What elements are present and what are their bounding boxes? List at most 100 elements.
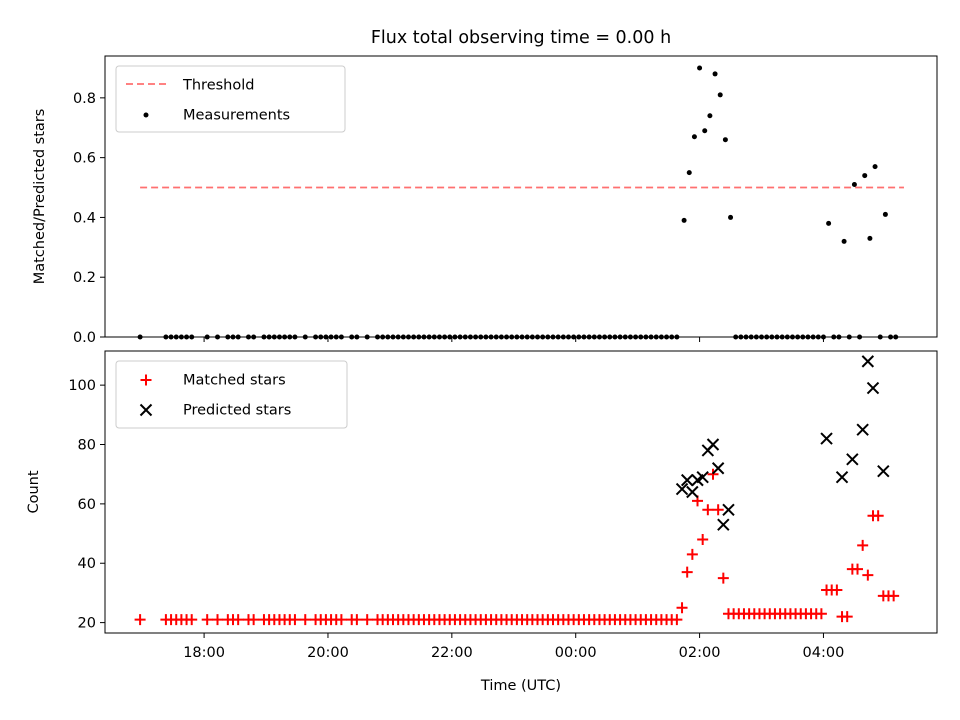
matched-star-point xyxy=(872,510,884,522)
predicted-star-point xyxy=(686,485,699,499)
legend-threshold-label: Threshold xyxy=(182,78,254,94)
measurement-point xyxy=(728,214,734,220)
matched-star-point xyxy=(862,569,874,581)
x-tick-label: 04:00 xyxy=(803,645,845,661)
matched-star-point xyxy=(351,614,363,626)
bottom-y-tick-label: 20 xyxy=(78,616,96,632)
matched-star-point xyxy=(201,614,213,626)
measurement-point xyxy=(712,71,718,77)
matched-star-point xyxy=(676,602,688,614)
predicted-star-point xyxy=(846,453,859,466)
top-legend-box xyxy=(115,65,346,133)
legend-measurements-label: Measurements xyxy=(183,108,290,124)
matched-star-point xyxy=(831,584,843,596)
matched-star-point xyxy=(671,614,683,626)
legend-predicted-swatch xyxy=(139,403,153,417)
top-y-tick-label: 0.0 xyxy=(73,330,96,346)
matched-star-point xyxy=(299,614,311,626)
legend-predicted-marker xyxy=(139,403,153,417)
legend-measurement-swatch xyxy=(143,112,149,118)
matched-star-point xyxy=(289,614,301,626)
matched-star-point xyxy=(707,468,719,480)
predicted-star-point xyxy=(877,465,890,478)
matched-star-point xyxy=(702,504,714,516)
top-y-tick-label: 0.8 xyxy=(73,91,96,107)
predicted-star-point xyxy=(706,438,720,451)
matched-star-point xyxy=(361,614,373,626)
measurement-point xyxy=(872,164,878,170)
predicted-star-point xyxy=(680,473,694,487)
top-panel: 0.00.20.40.60.8 Matched/Predicted stars … xyxy=(32,55,938,346)
predicted-star-point xyxy=(835,470,849,484)
matched-star-point xyxy=(712,504,724,516)
x-tick-label: 20:00 xyxy=(307,645,349,661)
legend-matched-marker xyxy=(140,374,152,386)
measurement-point xyxy=(841,238,847,244)
matched-star-point xyxy=(815,608,827,620)
measurement-point xyxy=(697,65,703,71)
matched-star-point xyxy=(841,611,853,623)
x-tick-label: 00:00 xyxy=(555,645,597,661)
bottom-y-axis-label: Count xyxy=(26,470,42,513)
predicted-star-point xyxy=(675,482,689,496)
bottom-ticks: 18:00 20:00 22:00 00:00 02:00 04:00 20 40 60 80 10… xyxy=(68,378,844,661)
matched-star-point xyxy=(852,563,864,575)
matched-star-point xyxy=(697,533,709,545)
top-y-tick-label: 0.6 xyxy=(73,151,96,167)
matched-star-point xyxy=(248,614,260,626)
measurement-point xyxy=(702,128,708,134)
top-y-tick-label: 0.4 xyxy=(73,210,96,226)
measurement-point xyxy=(717,92,723,98)
matched-star-point xyxy=(888,590,900,602)
top-frame xyxy=(104,55,938,338)
measurement-point xyxy=(686,170,692,176)
matched-star-point xyxy=(717,572,729,584)
bottom-frame xyxy=(104,350,938,634)
measurement-point xyxy=(851,182,857,188)
x-tick-label: 18:00 xyxy=(183,645,225,661)
top-y-tick-label: 0.2 xyxy=(73,270,96,286)
matched-star-point xyxy=(686,548,698,560)
measurement-point xyxy=(691,134,697,140)
bottom-legend: Matched stars Predicted stars xyxy=(115,360,348,429)
predicted-star-point xyxy=(722,503,735,517)
predicted-star-point xyxy=(820,432,833,445)
figure-title: Flux total observing time = 0.00 h xyxy=(371,28,671,48)
top-ticks: 0.0 0.2 0.4 0.6 0.8 xyxy=(73,91,824,346)
measurement-point xyxy=(862,173,868,179)
matched-star-point xyxy=(857,539,869,551)
matched-star-point xyxy=(186,614,198,626)
x-tick-label: 22:00 xyxy=(431,645,473,661)
x-tick-label: 02:00 xyxy=(679,645,721,661)
predicted-star-point xyxy=(866,381,880,395)
matched-star-point xyxy=(681,566,693,578)
legend-matched-swatch xyxy=(140,374,152,386)
matched-star-point xyxy=(232,614,244,626)
predicted-star-point xyxy=(696,470,709,484)
bottom-panel: 18:00 20:00 22:00 00:00 02:00 04:00 20 40 60 80 10… xyxy=(26,350,938,694)
x-axis-label: Time (UTC) xyxy=(480,678,561,694)
matched-star-point xyxy=(335,614,347,626)
top-legend: Threshold Measurements xyxy=(115,65,346,133)
bottom-y-tick-label: 60 xyxy=(78,497,96,513)
matched-star-point xyxy=(134,614,146,626)
bottom-y-tick-label: 40 xyxy=(78,556,96,572)
bottom-y-tick-label: 100 xyxy=(68,378,96,394)
measurement-point xyxy=(707,113,713,119)
legend-matched-label: Matched stars xyxy=(183,373,286,389)
top-y-axis-label: Matched/Predicted stars xyxy=(32,109,48,285)
measurement-point xyxy=(867,235,873,241)
measurement-point xyxy=(722,137,728,143)
legend-predicted-label: Predicted stars xyxy=(183,403,291,419)
matched-star-points xyxy=(134,468,900,626)
measurement-point xyxy=(826,220,832,226)
predicted-star-point xyxy=(856,423,869,436)
predicted-star-points xyxy=(675,355,890,531)
measurement-point xyxy=(681,217,687,223)
predicted-star-point xyxy=(861,355,875,368)
predicted-star-point xyxy=(711,462,725,475)
bottom-y-tick-label: 80 xyxy=(78,438,96,454)
measurement-point xyxy=(882,211,888,217)
bottom-legend-box xyxy=(115,360,348,429)
